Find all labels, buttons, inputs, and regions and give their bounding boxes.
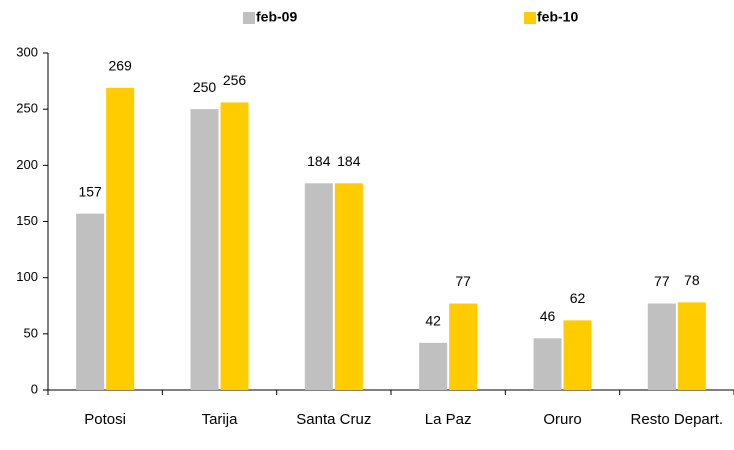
legend-label: feb-10 <box>537 9 578 25</box>
bar <box>106 87 135 390</box>
bar <box>533 338 562 390</box>
x-tick-label: Resto Depart. <box>630 411 724 428</box>
legend-swatch <box>243 12 255 24</box>
data-label: 184 <box>337 153 361 169</box>
data-label: 250 <box>193 79 217 95</box>
data-label: 184 <box>307 153 331 169</box>
x-tick-label: Potosi <box>84 411 126 428</box>
bar <box>563 320 592 390</box>
data-label: 256 <box>223 72 247 88</box>
data-label: 62 <box>570 290 586 306</box>
bar <box>190 109 219 391</box>
x-tick-label: Tarija <box>201 411 238 428</box>
data-label: 46 <box>540 308 556 324</box>
legend-swatch <box>524 12 536 24</box>
y-tick-label: 100 <box>16 269 38 284</box>
x-tick-label: La Paz <box>424 411 472 428</box>
x-tick-label: Oruro <box>543 411 582 428</box>
bar <box>677 302 706 390</box>
data-label: 77 <box>654 273 670 289</box>
legend-label: feb-09 <box>256 9 297 25</box>
y-tick-label: 250 <box>16 101 38 116</box>
bar <box>449 303 478 390</box>
bar <box>334 183 363 390</box>
bar <box>304 183 333 390</box>
bar <box>419 342 448 390</box>
data-label: 157 <box>78 183 102 199</box>
data-label: 42 <box>425 313 441 329</box>
y-tick-label: 50 <box>24 325 38 340</box>
y-tick-label: 300 <box>16 44 38 59</box>
y-tick-label: 200 <box>16 157 38 172</box>
y-tick-label: 0 <box>31 381 38 396</box>
y-tick-label: 150 <box>16 213 38 228</box>
x-tick-label: Santa Cruz <box>296 411 372 428</box>
bar <box>76 213 105 390</box>
bar <box>647 303 676 390</box>
data-label: 77 <box>455 273 471 289</box>
bar <box>220 102 249 390</box>
data-label: 269 <box>108 58 132 74</box>
data-label: 78 <box>684 272 700 288</box>
